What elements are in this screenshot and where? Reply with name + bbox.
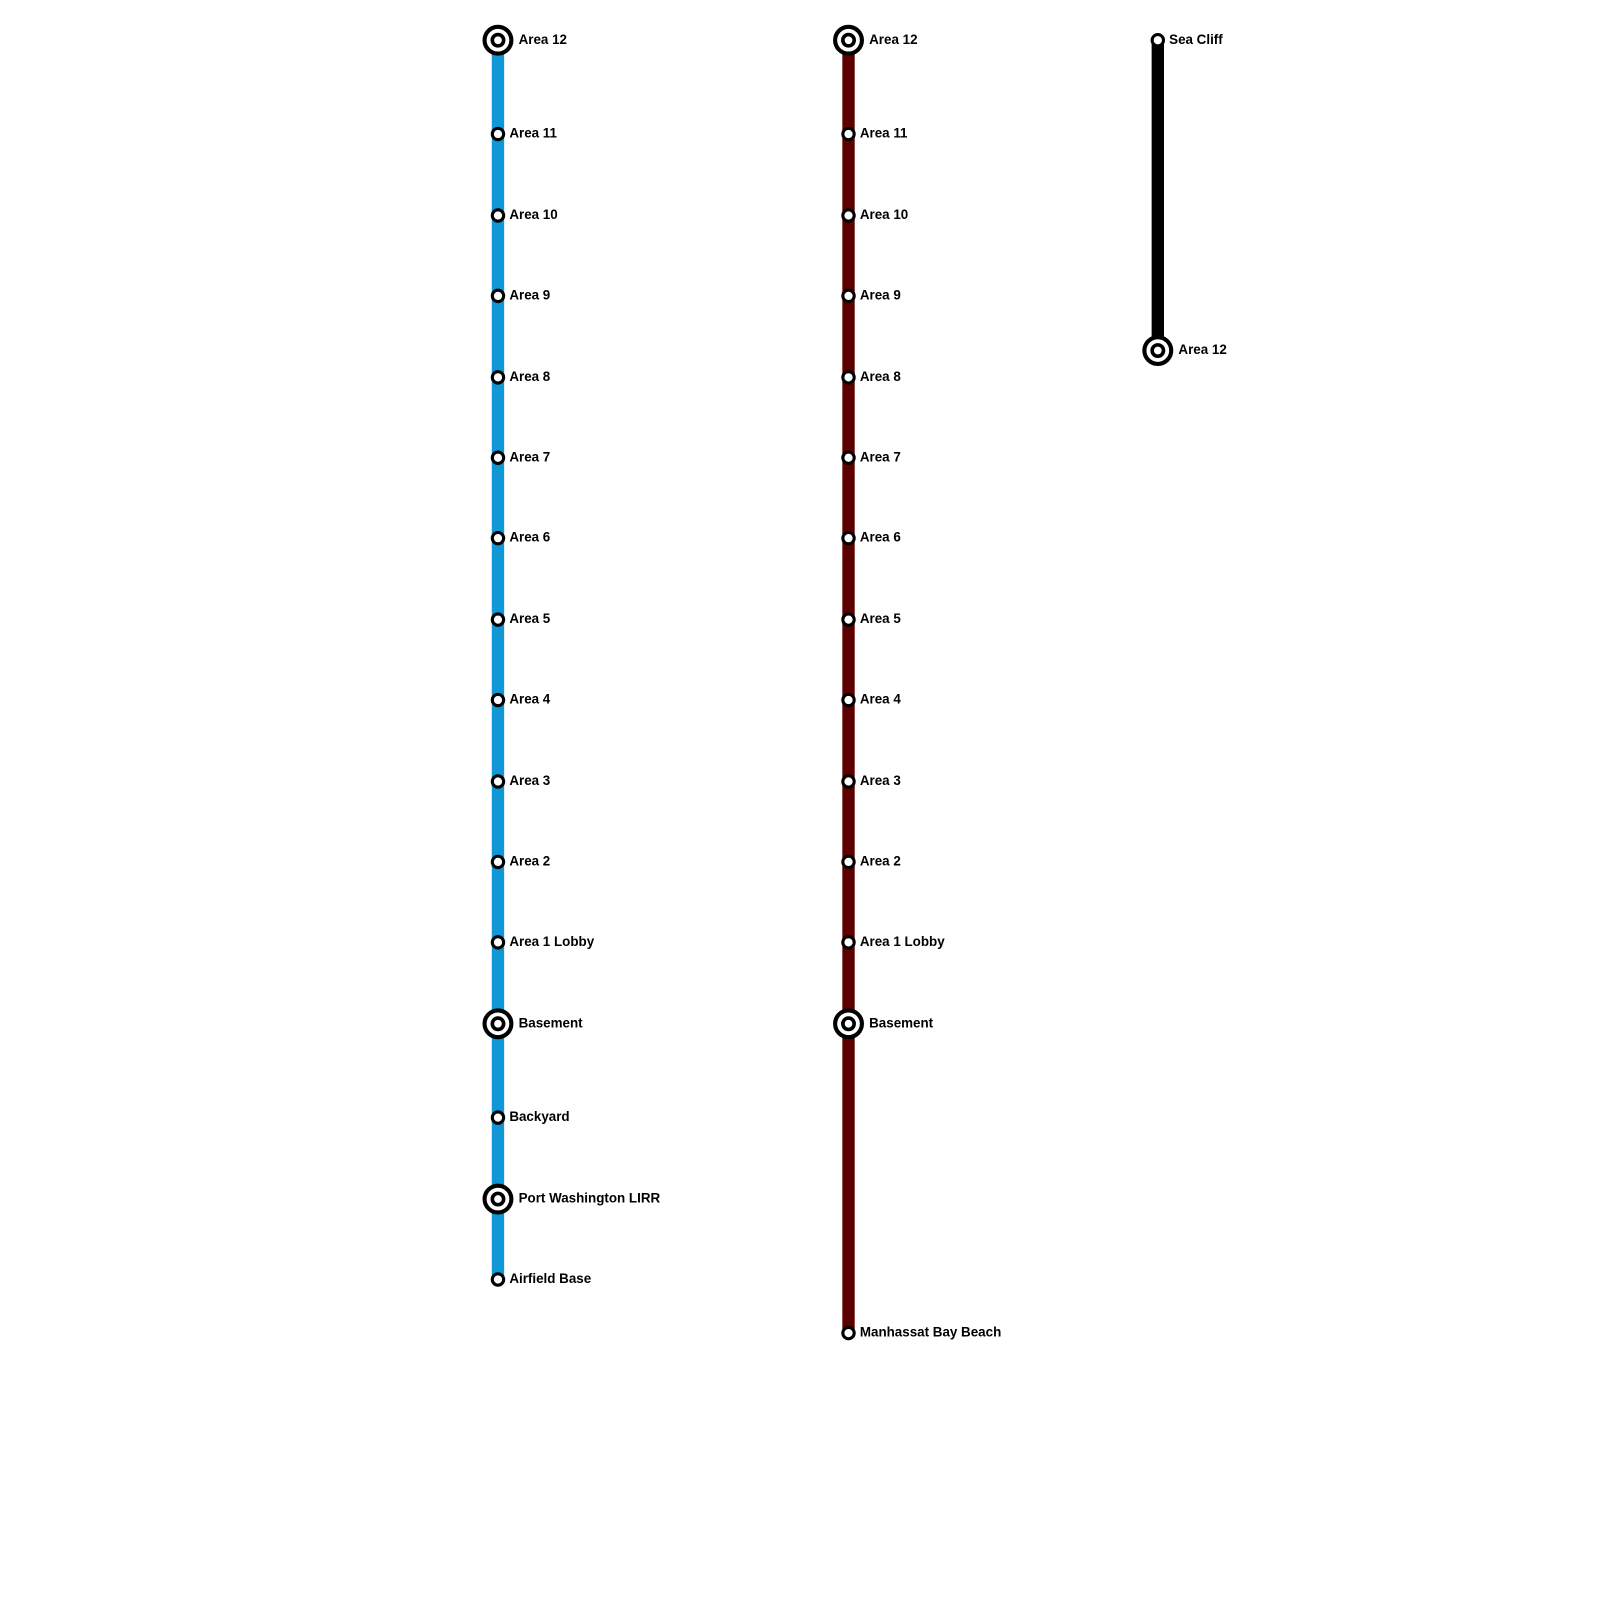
interchange-core (490, 1191, 506, 1207)
station (841, 854, 856, 870)
station-label: Backyard (509, 1109, 569, 1124)
station-label: Area 7 (509, 449, 550, 464)
station-label: Area 2 (509, 853, 550, 868)
interchange-core (490, 1016, 506, 1032)
station (490, 370, 506, 385)
station-label: Manhassat Bay Beach (860, 1325, 1001, 1340)
station-label: Basement (519, 1015, 584, 1030)
station-label: Area 11 (509, 126, 557, 141)
station-label: Area 2 (860, 853, 901, 868)
station (841, 530, 856, 546)
interchange-core (841, 1016, 856, 1032)
station-label: Airfield Base (509, 1271, 591, 1286)
station-label: Area 9 (860, 287, 901, 302)
station-label: Area 6 (509, 530, 550, 545)
station (490, 450, 506, 465)
station (841, 288, 856, 304)
station (841, 450, 856, 465)
station-label: Area 1 Lobby (509, 934, 594, 949)
station (490, 854, 506, 870)
station-label: Area 3 (509, 773, 550, 788)
station (841, 935, 856, 950)
station-label: Area 5 (860, 611, 901, 626)
station (490, 612, 506, 627)
interchange-core (841, 32, 856, 48)
station-label: Basement (869, 1015, 934, 1030)
station-label: Area 7 (860, 449, 901, 464)
station-label: Sea Cliff (1169, 32, 1223, 47)
station-label: Area 11 (860, 126, 908, 141)
station (490, 530, 506, 546)
station (490, 208, 506, 223)
station-label: Area 6 (860, 530, 901, 545)
station (841, 1325, 856, 1341)
station-label: Area 12 (1178, 342, 1226, 357)
station-label: Area 12 (519, 32, 567, 47)
station (1150, 32, 1166, 48)
station (490, 288, 506, 304)
map: Area 12 Area 11 Area 10 Area 9 Area 8 Area 7 A… (482, 24, 1227, 1341)
station (490, 774, 506, 789)
station-label: Port Washington LIRR (519, 1191, 661, 1206)
interchange-core (490, 32, 506, 48)
station (841, 370, 856, 385)
station-label: Area 4 (860, 692, 901, 707)
station-label: Area 8 (509, 369, 550, 384)
station-label: Area 3 (860, 773, 901, 788)
station (841, 774, 856, 789)
station (841, 208, 856, 223)
station-label: Area 4 (509, 692, 550, 707)
station (490, 1272, 506, 1287)
station (841, 612, 856, 627)
station (490, 692, 506, 708)
station-label: Area 9 (509, 287, 550, 302)
station-label: Area 5 (509, 611, 550, 626)
station (841, 692, 856, 708)
station-label: Area 1 Lobby (860, 934, 945, 949)
station-label: Area 10 (509, 207, 557, 222)
station-label: Area 12 (869, 32, 917, 47)
station-label: Area 8 (860, 369, 901, 384)
interchange-core (1150, 343, 1166, 359)
station (490, 126, 506, 142)
station (841, 126, 856, 142)
station (490, 935, 506, 950)
station-label: Area 10 (860, 207, 908, 222)
station (490, 1110, 506, 1125)
